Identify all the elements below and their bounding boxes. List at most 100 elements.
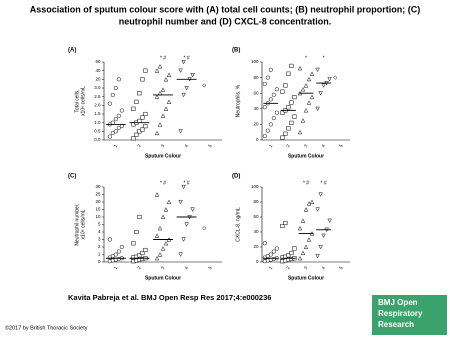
x-tick-label: 5 bbox=[338, 265, 344, 270]
point bbox=[265, 128, 270, 133]
point bbox=[274, 110, 279, 115]
point bbox=[283, 83, 288, 88]
point bbox=[318, 244, 323, 250]
point bbox=[292, 246, 297, 251]
x-tick-label: 4 bbox=[184, 143, 190, 148]
point bbox=[280, 110, 285, 115]
point bbox=[134, 229, 139, 235]
y-tick-label: 0 bbox=[98, 259, 101, 264]
point bbox=[315, 253, 320, 259]
point bbox=[137, 214, 142, 220]
point bbox=[265, 75, 270, 80]
y-tick-label: 100 bbox=[251, 184, 259, 189]
logo-text: Respiratory bbox=[378, 309, 423, 318]
point bbox=[318, 91, 323, 96]
y-axis-label: Neutrophils, % bbox=[235, 84, 241, 117]
point bbox=[184, 222, 189, 227]
point bbox=[181, 184, 186, 190]
panel-label: (B) bbox=[232, 48, 240, 54]
point bbox=[268, 97, 273, 102]
x-tick-label: 1 bbox=[113, 265, 119, 270]
point bbox=[160, 113, 166, 118]
point bbox=[154, 94, 160, 99]
x-tick-label: 3 bbox=[303, 265, 309, 270]
point bbox=[163, 106, 169, 111]
y-tick-label: 3 bbox=[98, 237, 101, 242]
point bbox=[306, 100, 312, 105]
point bbox=[286, 126, 291, 131]
x-axis-label: Sputum Colour bbox=[145, 153, 181, 159]
point bbox=[303, 83, 309, 88]
point bbox=[321, 83, 326, 88]
point bbox=[286, 105, 291, 110]
point bbox=[143, 68, 148, 73]
point bbox=[154, 192, 160, 197]
point bbox=[289, 100, 294, 105]
point bbox=[163, 207, 169, 212]
point bbox=[157, 225, 163, 231]
point bbox=[297, 225, 303, 231]
point bbox=[315, 67, 320, 73]
copyright: ©2017 by British Thoracic Society bbox=[5, 324, 88, 331]
point bbox=[262, 241, 267, 246]
point bbox=[113, 85, 118, 91]
point bbox=[268, 67, 273, 72]
point bbox=[110, 120, 115, 125]
point bbox=[157, 252, 163, 257]
point bbox=[309, 199, 315, 205]
point bbox=[286, 71, 291, 76]
point bbox=[190, 72, 195, 78]
point bbox=[163, 240, 169, 246]
point bbox=[280, 223, 285, 229]
y-tick-label: 60 bbox=[253, 90, 259, 95]
point bbox=[113, 252, 118, 257]
y-tick-label: 2 bbox=[98, 244, 101, 249]
point bbox=[131, 106, 136, 111]
y-tick-label: 15 bbox=[95, 207, 101, 212]
point bbox=[107, 101, 112, 106]
point bbox=[333, 75, 338, 80]
point bbox=[160, 246, 166, 251]
y-axis-label: x10⁶ cells/mL bbox=[80, 209, 86, 239]
point bbox=[178, 129, 183, 134]
point bbox=[166, 72, 172, 78]
point bbox=[306, 201, 312, 206]
x-tick-label: 5 bbox=[207, 143, 213, 148]
x-tick-label: 3 bbox=[160, 143, 166, 148]
point bbox=[268, 122, 273, 127]
point bbox=[110, 92, 115, 97]
point bbox=[178, 252, 183, 257]
point bbox=[119, 124, 124, 129]
point bbox=[306, 237, 312, 242]
point bbox=[202, 226, 207, 231]
point bbox=[154, 255, 160, 261]
point bbox=[116, 125, 121, 130]
y-tick-label: 0 bbox=[256, 259, 259, 264]
point bbox=[160, 214, 166, 220]
y-tick-label: 3.0 bbox=[94, 85, 101, 90]
point bbox=[283, 131, 288, 136]
point bbox=[274, 246, 279, 251]
point bbox=[274, 87, 279, 92]
y-tick-label: 10 bbox=[95, 214, 101, 219]
point bbox=[300, 118, 306, 123]
significance-mark: * # bbox=[160, 180, 166, 186]
point bbox=[143, 111, 148, 117]
y-tick-label: 1 bbox=[98, 252, 101, 257]
point bbox=[315, 207, 320, 212]
logo-text: Research bbox=[378, 320, 414, 329]
y-tick-label: 40 bbox=[253, 106, 259, 111]
point bbox=[137, 91, 142, 96]
x-tick-label: 5 bbox=[338, 143, 344, 148]
point bbox=[137, 118, 142, 123]
point bbox=[297, 255, 303, 261]
point bbox=[119, 108, 124, 113]
point bbox=[154, 233, 160, 238]
x-tick-label: 5 bbox=[207, 265, 213, 270]
point bbox=[113, 117, 118, 122]
point bbox=[107, 134, 112, 139]
y-tick-label: 0.0 bbox=[94, 137, 101, 142]
y-tick-label: 20 bbox=[95, 77, 101, 82]
point bbox=[134, 132, 139, 137]
